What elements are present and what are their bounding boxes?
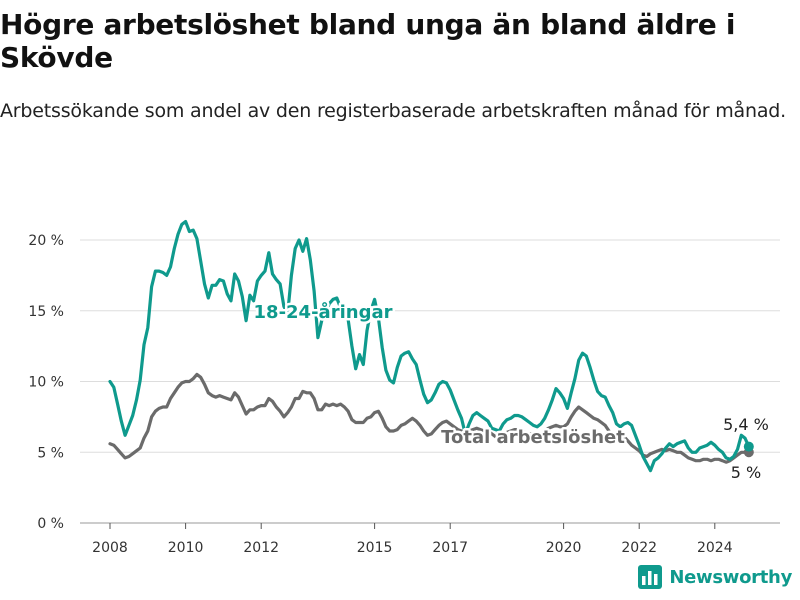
x-tick-label: 2024 bbox=[697, 540, 733, 556]
series-end-label: 5 % bbox=[731, 463, 761, 482]
series-name-label: Total arbetslöshet bbox=[441, 427, 625, 448]
newsworthy-logo: Newsworthy bbox=[637, 564, 792, 590]
series-labels: 18-24-åringar Total arbetslöshet 5,4 % 5 % bbox=[251, 299, 769, 483]
y-tick-label: 15 % bbox=[28, 304, 64, 320]
series-end-label: 5,4 % bbox=[723, 415, 769, 434]
x-tick-label: 2017 bbox=[432, 540, 468, 556]
series-line-1 bbox=[108, 372, 751, 464]
y-tick-label: 0 % bbox=[37, 516, 64, 532]
y-tick-label: 10 % bbox=[28, 375, 64, 391]
y-tick-label: 5 % bbox=[37, 445, 64, 461]
y-tick-label: 20 % bbox=[28, 233, 64, 249]
series-name-label: 18-24-åringar bbox=[254, 301, 393, 323]
series-line-0 bbox=[108, 220, 751, 473]
x-tick-label: 2010 bbox=[168, 540, 204, 556]
x-tick-label: 2020 bbox=[546, 540, 582, 556]
chart-subtitle: Arbetssökande som andel av den registerb… bbox=[0, 100, 786, 122]
y-axis: 0 % 5 % 10 % 15 % 20 % bbox=[28, 233, 64, 532]
x-tick-label: 2008 bbox=[92, 540, 128, 556]
x-axis: 2008 2010 2012 2015 2017 2020 2022 2024 bbox=[92, 523, 733, 556]
x-tick-label: 2012 bbox=[243, 540, 279, 556]
brand-name: Newsworthy bbox=[669, 566, 792, 588]
bar-chart-logo-icon bbox=[638, 565, 663, 589]
series-end-point-0 bbox=[743, 441, 754, 452]
x-tick-label: 2022 bbox=[621, 540, 657, 556]
series-lines bbox=[108, 220, 754, 473]
chart-title: Högre arbetslöshet bland unga än bland ä… bbox=[0, 8, 736, 74]
x-tick-label: 2015 bbox=[357, 540, 393, 556]
